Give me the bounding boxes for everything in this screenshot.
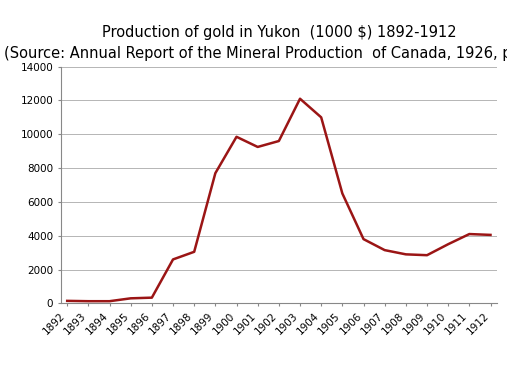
Title: Production of gold in Yukon  (1000 $) 1892-1912
(Source: Annual Report of the Mi: Production of gold in Yukon (1000 $) 189… <box>4 25 507 61</box>
